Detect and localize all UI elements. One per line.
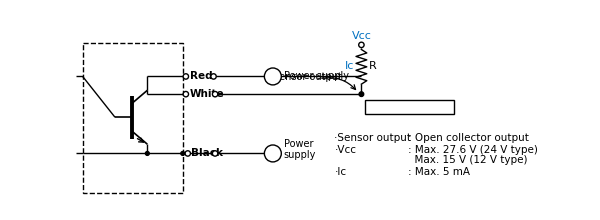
- Text: Power supply: Power supply: [284, 72, 349, 81]
- Circle shape: [145, 152, 149, 155]
- Text: ·Vcc: ·Vcc: [334, 145, 356, 155]
- Text: Rating of sensor: Rating of sensor: [370, 102, 449, 112]
- Circle shape: [183, 92, 188, 97]
- Text: Power
supply: Power supply: [284, 139, 316, 160]
- Text: Sensor output: Sensor output: [273, 72, 342, 82]
- Text: White: White: [190, 89, 224, 99]
- Text: R: R: [369, 61, 377, 72]
- Circle shape: [185, 151, 190, 156]
- Text: : Max. 27.6 V (24 V type): : Max. 27.6 V (24 V type): [407, 145, 538, 155]
- Circle shape: [212, 92, 218, 97]
- Circle shape: [265, 145, 281, 162]
- Circle shape: [359, 92, 364, 96]
- Circle shape: [359, 42, 364, 48]
- Text: ·Ic: ·Ic: [334, 167, 347, 177]
- Text: : Open collector output: : Open collector output: [407, 133, 529, 143]
- Circle shape: [211, 74, 216, 79]
- Text: Red: Red: [190, 72, 213, 81]
- Circle shape: [265, 68, 281, 85]
- Text: +: +: [268, 70, 278, 83]
- Bar: [365, 100, 454, 114]
- Circle shape: [212, 151, 218, 156]
- Text: Max. 15 V (12 V type): Max. 15 V (12 V type): [407, 155, 527, 165]
- Text: −: −: [266, 146, 279, 161]
- Text: : Max. 5 mA: : Max. 5 mA: [407, 167, 470, 177]
- Text: Vcc: Vcc: [352, 31, 371, 41]
- Text: ·Sensor output: ·Sensor output: [334, 133, 412, 143]
- Bar: [83, 43, 183, 194]
- Circle shape: [181, 152, 185, 155]
- Text: Ic: Ic: [344, 61, 354, 72]
- Circle shape: [183, 74, 188, 79]
- Text: Black: Black: [191, 148, 223, 158]
